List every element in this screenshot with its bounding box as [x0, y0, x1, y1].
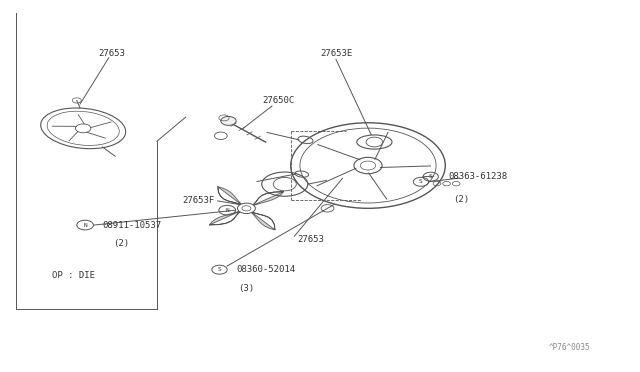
- Text: (3): (3): [238, 284, 255, 293]
- Text: ^P76^0035: ^P76^0035: [548, 343, 591, 352]
- Text: 27653: 27653: [99, 49, 125, 58]
- Polygon shape: [218, 187, 243, 206]
- Text: 08360-52014: 08360-52014: [237, 265, 296, 274]
- Text: OP : DIE: OP : DIE: [52, 271, 95, 280]
- Text: 27653E: 27653E: [320, 49, 352, 58]
- Text: S: S: [429, 174, 433, 179]
- Text: 08911-10537: 08911-10537: [102, 221, 161, 230]
- Polygon shape: [251, 192, 284, 206]
- Circle shape: [237, 203, 255, 214]
- Polygon shape: [250, 211, 275, 230]
- Text: 27653F: 27653F: [182, 196, 214, 205]
- Text: N: N: [225, 208, 229, 213]
- Text: 08363-61238: 08363-61238: [448, 172, 507, 181]
- Text: S: S: [218, 267, 221, 272]
- Text: (2): (2): [113, 239, 130, 248]
- Text: 27650C: 27650C: [262, 96, 294, 105]
- Text: N: N: [83, 222, 87, 228]
- Text: (2): (2): [452, 195, 469, 203]
- Polygon shape: [209, 211, 242, 225]
- Text: 27653: 27653: [298, 235, 324, 244]
- Circle shape: [221, 116, 236, 125]
- Text: S: S: [419, 179, 423, 184]
